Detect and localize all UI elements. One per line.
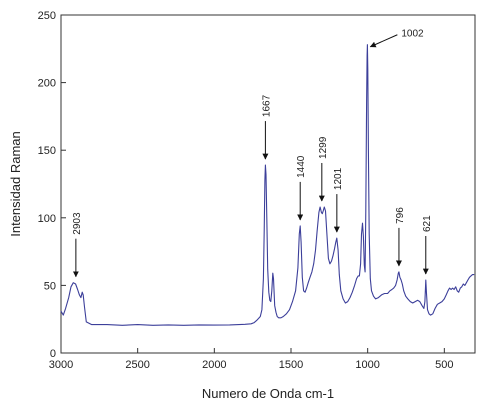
y-tick-label: 150 [38, 145, 56, 157]
peak-label: 1201 [333, 167, 344, 190]
peak-label: 621 [422, 215, 433, 232]
peak-label: 1667 [261, 94, 272, 117]
peak-label: 796 [395, 207, 406, 224]
peak-annotation: 2903 [72, 212, 83, 278]
peak-arrow [369, 34, 398, 48]
y-tick-label: 0 [50, 348, 56, 360]
y-tick-label: 100 [38, 213, 56, 225]
x-tick-label: 1500 [279, 359, 303, 371]
peak-annotation: 621 [422, 215, 433, 275]
peak-annotations: 2903 1667 1440 1299 1201 1002 796 621 [72, 29, 433, 278]
peak-label: 1299 [318, 136, 329, 159]
peak-annotation: 1440 [296, 155, 307, 221]
y-axis-label: Intensidad Raman [8, 131, 23, 237]
plot-frame [60, 14, 476, 354]
x-tick-label: 1000 [355, 359, 379, 371]
peak-annotation: 1667 [261, 94, 272, 160]
x-tick-label: 2000 [202, 359, 226, 371]
peak-label: 1002 [401, 29, 424, 40]
y-tick-label: 250 [38, 10, 56, 22]
x-tick-label: 2500 [125, 359, 149, 371]
peak-annotation: 1299 [318, 136, 329, 202]
peak-annotation: 796 [395, 207, 406, 267]
x-tick-label: 500 [435, 359, 453, 371]
x-axis-label: Numero de Onda cm-1 [202, 386, 334, 401]
peak-label: 1440 [296, 155, 307, 178]
spectrum-line [60, 44, 475, 326]
x-axis: 3000 2500 2000 1500 1000 500 [49, 348, 454, 371]
y-tick-label: 200 [38, 78, 56, 90]
y-tick-label: 50 [44, 280, 56, 292]
y-axis: 0 50 100 150 200 250 [38, 10, 66, 360]
peak-annotation: 1201 [333, 167, 344, 233]
peak-annotation: 1002 [369, 29, 424, 48]
x-tick-label: 3000 [49, 359, 73, 371]
peak-label: 2903 [72, 212, 83, 235]
